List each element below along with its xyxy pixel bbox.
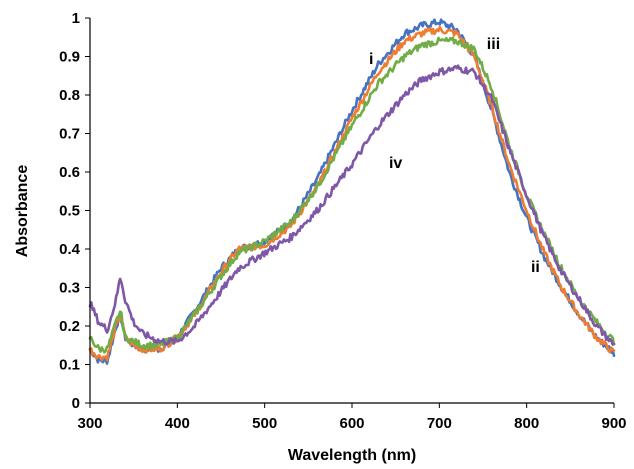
ticks-layer: 0 0.1 0.2 0.3 0.4 0.5 0.6 0.7 0.8 0.9 1 300 400 500 60… [59,10,626,432]
y-tick-label: 0 [72,395,80,412]
y-tick-label: 0.8 [59,87,80,104]
y-tick-label: 0.7 [59,126,80,143]
x-axis-title: Wavelength (nm) [288,447,416,464]
x-tick-label: 400 [165,415,190,432]
y-tick-label: 0.5 [59,203,80,220]
x-tick-label: 800 [514,415,539,432]
y-tick-label: 0.2 [59,318,80,335]
y-tick-label: 1 [72,10,80,27]
y-tick-label: 0.3 [59,280,80,297]
series-line-iii [88,36,616,354]
y-tick-label: 0.4 [59,241,81,258]
series-label-iv: iv [389,155,402,172]
series-label-iii: iii [487,36,500,53]
series-label-i: i [369,51,373,68]
series-line-iv [88,64,616,346]
series-line-i [88,18,616,365]
y-tick-label: 0.1 [59,357,80,374]
x-tick-label: 700 [427,415,452,432]
x-tick-label: 300 [77,415,102,432]
y-tick-label: 0.9 [59,49,80,66]
x-tick-label: 600 [339,415,364,432]
x-tick-label: 900 [601,415,626,432]
series-layer [88,18,616,365]
y-tick-label: 0.6 [59,164,80,181]
series-label-ii: ii [531,259,540,276]
series-line-ii [88,25,616,362]
y-axis-title: Absorbance [14,165,31,258]
x-tick-label: 500 [252,415,277,432]
